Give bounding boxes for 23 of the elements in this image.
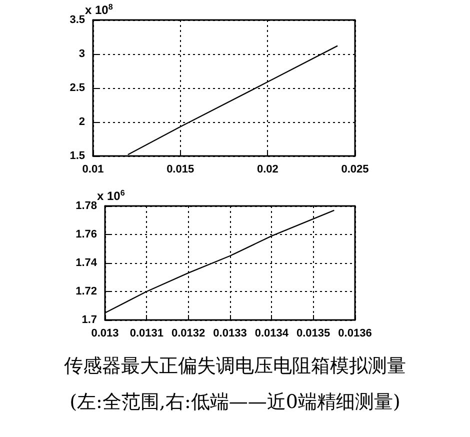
text: 传感器最大正偏失调电压电阻箱模拟测量 [63, 354, 407, 379]
y-tick-label: 1.72 [76, 286, 97, 298]
x-tick-label: 0.02 [256, 164, 278, 176]
text: (左:全范围,右:低端——近0端精细测量) [68, 390, 402, 415]
x-tick-label: 0.0131 [130, 328, 164, 340]
y-tick-label: 1.7 [82, 314, 97, 326]
x-tick-label: 0.01 [82, 164, 104, 176]
x-tick-label: 0.015 [166, 164, 194, 176]
y-tick-label: 2 [78, 116, 85, 128]
x-tick-label: 0.0132 [172, 328, 206, 340]
y-tick-label: 2.5 [70, 82, 85, 94]
y-tick-label: 1.76 [76, 228, 97, 240]
x-tick-label: 0.025 [341, 164, 369, 176]
y-tick-label: 1.78 [76, 200, 97, 212]
y-tick-label: 3.5 [70, 14, 85, 26]
x-tick-label: 0.0136 [338, 328, 372, 340]
y-tick-label: 1.74 [76, 257, 98, 269]
x-tick-label: 0.0133 [213, 328, 247, 340]
y-tick-label: 1.5 [70, 150, 85, 162]
x-tick-label: 0.013 [91, 328, 119, 340]
x-tick-label: 0.0134 [254, 328, 290, 340]
x-tick-label: 0.0135 [296, 328, 330, 340]
y-tick-label: 3 [78, 48, 85, 60]
